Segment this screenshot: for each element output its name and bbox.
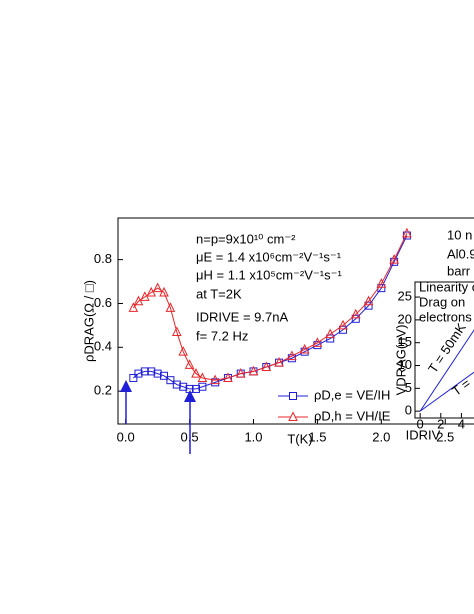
annotation: electrons xyxy=(419,309,472,324)
marker xyxy=(210,374,220,385)
marker xyxy=(299,343,310,354)
marker xyxy=(128,302,139,312)
marker xyxy=(140,367,149,376)
marker xyxy=(172,380,181,389)
marker xyxy=(350,308,361,319)
series-line xyxy=(419,329,474,412)
y-tick-label: 20 xyxy=(398,311,412,326)
y-tick-label: 15 xyxy=(398,334,412,349)
marker xyxy=(287,350,297,361)
marker xyxy=(351,314,360,323)
inset-background xyxy=(415,282,474,418)
y-tick-label: 10 xyxy=(398,357,412,372)
marker xyxy=(129,373,138,382)
marker xyxy=(312,337,323,347)
y-axis-label: VDRAG(nV) xyxy=(393,325,408,396)
marker xyxy=(147,367,156,376)
x-tick-label: 0.0 xyxy=(117,429,135,444)
marker xyxy=(152,282,163,293)
main-plot: 0.00.51.01.52.02.50.20.40.60.8T(K)ρDRAG(… xyxy=(81,217,474,446)
marker xyxy=(223,372,233,382)
legend-label: ρD,e = VE/IH xyxy=(314,387,390,402)
x-tick-label: 4 xyxy=(458,416,465,431)
annotation: IDRIVE = 9.7nA xyxy=(196,309,288,324)
y-tick-label: 0.2 xyxy=(94,383,112,398)
marker xyxy=(389,254,399,264)
x-tick-label: 1.5 xyxy=(308,429,326,444)
annotation: n=p=9x10¹⁰ cm⁻² xyxy=(196,231,296,246)
marker xyxy=(171,326,182,336)
marker xyxy=(179,382,188,391)
marker xyxy=(178,346,189,356)
legend-marker xyxy=(289,392,297,400)
x-axis-label: T(K) xyxy=(287,431,312,446)
data-layer xyxy=(419,329,474,412)
marker xyxy=(159,286,169,297)
annotation: μE = 1.4 x10⁶cm⁻²V⁻¹s⁻¹ xyxy=(196,249,342,264)
annotation: Al0.9 xyxy=(447,246,474,261)
annotation: f= 7.2 Hz xyxy=(196,328,248,343)
marker xyxy=(402,227,412,238)
legend-label: ρD,h = VH/IE xyxy=(314,408,391,423)
marker xyxy=(235,367,246,378)
y-axis-label: ρDRAG(Ω / □) xyxy=(81,280,96,362)
marker xyxy=(248,365,259,376)
y-tick-label: 0.6 xyxy=(94,295,112,310)
marker xyxy=(134,369,143,378)
marker xyxy=(184,359,195,369)
x-tick-label: 0 xyxy=(417,416,424,431)
y-tick-label: 0.8 xyxy=(94,251,112,266)
marker xyxy=(338,325,347,334)
marker xyxy=(338,319,348,330)
y-tick-label: 0 xyxy=(405,403,412,418)
marker xyxy=(153,369,162,378)
x-tick-label: 2.5 xyxy=(436,429,454,444)
marker xyxy=(197,372,208,382)
annotation: μH = 1.1 x10⁵cm⁻²V⁻¹s⁻¹ xyxy=(196,267,342,282)
marker xyxy=(165,302,176,312)
x-axis-label: IDRIV xyxy=(406,427,441,442)
marker xyxy=(363,295,374,306)
annotation: Drag on xyxy=(419,294,465,309)
marker xyxy=(376,278,387,288)
x-tick-label: 2 xyxy=(437,416,444,431)
x-tick-label: 2.0 xyxy=(372,429,390,444)
marker xyxy=(166,376,175,385)
legend-marker xyxy=(288,411,298,421)
x-tick-label: 1.0 xyxy=(244,429,262,444)
annotation: 10 n xyxy=(447,227,472,242)
marker xyxy=(160,371,169,380)
y-tick-label: 5 xyxy=(405,380,412,395)
annotation: barr xyxy=(447,263,471,278)
marker xyxy=(274,357,284,367)
series-line xyxy=(419,371,474,412)
plot-frame xyxy=(117,217,474,425)
annotation: at T=2K xyxy=(196,286,242,301)
marker xyxy=(191,367,201,378)
y-tick-label: 25 xyxy=(398,288,412,303)
y-tick-label: 0.4 xyxy=(94,339,112,354)
plot-frame xyxy=(414,281,474,419)
marker xyxy=(325,328,336,339)
marker xyxy=(364,301,373,310)
marker xyxy=(261,361,272,372)
marker xyxy=(198,382,207,391)
annotation: Linearity o xyxy=(419,279,474,294)
marker xyxy=(326,334,335,343)
